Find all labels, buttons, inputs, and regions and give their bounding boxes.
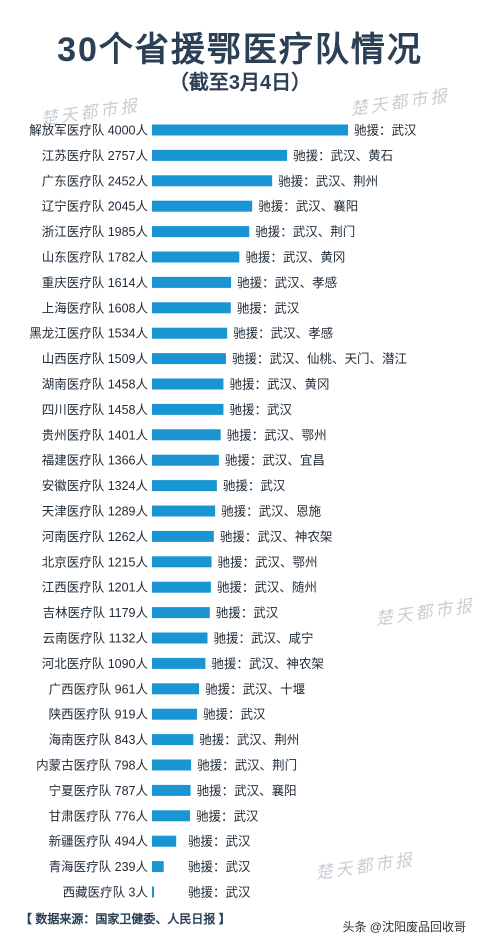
category-label: 山西医疗队 1509人 <box>42 351 149 366</box>
destination-label: 驰援：武汉、襄阳 <box>258 199 358 214</box>
destination-label: 驰援：武汉、黄冈 <box>229 378 329 392</box>
category-label: 辽宁医疗队 2045人 <box>42 199 149 214</box>
destination-label: 驰援：武汉 <box>354 124 417 138</box>
bar <box>152 810 191 822</box>
bar <box>152 581 211 593</box>
category-label: 贵州医疗队 1401人 <box>42 427 149 442</box>
destination-label: 驰援：武汉、荆门 <box>197 758 297 773</box>
category-label: 江苏医疗队 2757人 <box>42 148 149 163</box>
category-label: 宁夏医疗队 787人 <box>49 783 149 798</box>
destination-label: 驰援：武汉 <box>203 708 266 722</box>
category-label: 河南医疗队 1262人 <box>42 529 149 544</box>
destination-label: 驰援：武汉、荆州 <box>199 733 299 747</box>
category-label: 西藏医疗队 3人 <box>63 885 149 900</box>
bar <box>152 530 214 542</box>
bar <box>152 378 224 390</box>
bar <box>152 784 191 796</box>
bar <box>152 200 253 212</box>
destination-label: 驰援：武汉 <box>237 301 300 315</box>
destination-label: 驰援：武汉、随州 <box>217 580 317 595</box>
bar <box>152 429 221 441</box>
destination-label: 驰援：武汉、荆门 <box>255 224 355 239</box>
category-label: 河北医疗队 1090人 <box>42 656 149 671</box>
category-label: 广东医疗队 2452人 <box>42 173 149 188</box>
destination-label: 驰援：武汉 <box>188 886 251 900</box>
category-label: 北京医疗队 1215人 <box>42 554 149 569</box>
category-label: 江西医疗队 1201人 <box>42 580 149 595</box>
category-label: 黑龙江医疗队 1534人 <box>29 326 148 341</box>
category-label: 重庆医疗队 1614人 <box>42 275 149 290</box>
destination-label: 驰援：武汉、神农架 <box>211 657 324 671</box>
bar <box>152 149 288 161</box>
bar <box>152 861 164 873</box>
destination-label: 驰援：武汉、神农架 <box>220 530 333 544</box>
category-label: 广西医疗队 961人 <box>49 681 149 696</box>
category-label: 甘肃医疗队 776人 <box>49 808 149 823</box>
category-label: 福建医疗队 1366人 <box>42 453 149 468</box>
destination-label: 驰援：武汉 <box>223 479 286 493</box>
destination-label: 驰援：武汉、黄冈 <box>245 251 345 265</box>
destination-label: 驰援：武汉、襄阳 <box>197 783 297 798</box>
bar <box>152 124 348 136</box>
bar <box>152 251 240 263</box>
destination-label: 驰援：武汉 <box>188 860 251 874</box>
destination-label: 驰援：武汉 <box>216 606 279 620</box>
destination-label: 驰援：武汉、鄂州 <box>218 555 318 569</box>
destination-label: 驰援：武汉、孝感 <box>233 326 333 341</box>
category-label: 湖南医疗队 1458人 <box>42 377 149 392</box>
bar <box>152 505 216 517</box>
destination-label: 驰援：武汉、黄石 <box>293 149 393 163</box>
bar <box>152 556 212 568</box>
destination-label: 驰援：武汉、十堰 <box>205 682 305 696</box>
destination-label: 驰援：武汉、鄂州 <box>227 428 327 442</box>
bar <box>152 226 250 238</box>
bar <box>152 886 154 898</box>
bar <box>152 276 232 288</box>
category-label: 四川医疗队 1458人 <box>42 402 149 417</box>
bar <box>152 175 273 187</box>
credit: 头条 @沈阳废品回收哥 <box>342 918 466 935</box>
category-label: 陕西医疗队 919人 <box>49 707 149 722</box>
destination-label: 驰援：武汉 <box>196 809 259 823</box>
bar <box>152 327 228 339</box>
destination-label: 驰援：武汉、孝感 <box>237 275 337 290</box>
bar <box>152 353 226 365</box>
page-title: 30个省援鄂医疗队情况 <box>57 31 423 69</box>
category-label: 吉林医疗队 1179人 <box>43 605 149 620</box>
page-subtitle: （截至3月4日） <box>168 72 312 94</box>
destination-label: 驰援：武汉、咸宁 <box>213 631 313 646</box>
bar <box>152 734 194 746</box>
category-label: 新疆医疗队 494人 <box>49 834 149 849</box>
destination-label: 驰援：武汉、仙桃、天门、潜江 <box>232 351 407 366</box>
bar <box>152 632 208 644</box>
destination-label: 驰援：武汉 <box>229 403 292 417</box>
bar <box>152 607 210 619</box>
category-label: 上海医疗队 1608人 <box>42 300 149 315</box>
destination-label: 驰援：武汉、荆州 <box>278 174 378 188</box>
category-label: 青海医疗队 239人 <box>49 859 149 874</box>
bar <box>152 302 231 314</box>
category-label: 海南医疗队 843人 <box>49 732 149 747</box>
bar <box>152 683 200 695</box>
category-label: 浙江医疗队 1985人 <box>42 224 149 239</box>
category-label: 解放军医疗队 4000人 <box>29 123 148 138</box>
destination-label: 驰援：武汉 <box>188 835 251 849</box>
data-source-note: 【 数据来源：国家卫健委、人民日报 】 <box>20 912 231 926</box>
bar <box>152 657 206 669</box>
category-label: 山东医疗队 1782人 <box>42 250 149 265</box>
destination-label: 驰援：武汉、宜昌 <box>225 453 325 468</box>
category-label: 安徽医疗队 1324人 <box>42 478 149 493</box>
bar <box>152 403 224 415</box>
bar <box>152 454 219 466</box>
destination-label: 驰援：武汉、恩施 <box>221 505 322 519</box>
bar <box>152 835 177 847</box>
category-label: 内蒙古医疗队 798人 <box>36 758 148 773</box>
bar <box>152 759 192 771</box>
category-label: 天津医疗队 1289人 <box>42 504 149 519</box>
bar <box>152 480 217 492</box>
credit-text: 头条 @沈阳废品回收哥 <box>342 920 466 934</box>
bar <box>152 708 198 720</box>
category-label: 云南医疗队 1132人 <box>43 631 149 646</box>
